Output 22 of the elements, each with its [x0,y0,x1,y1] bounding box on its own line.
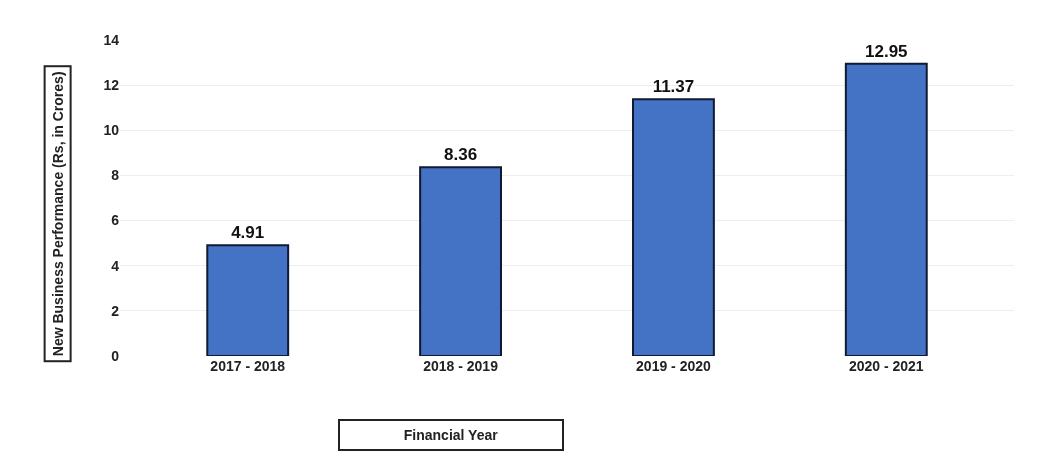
data-label: 8.36 [444,145,478,165]
y-tick-label: 12 [103,77,120,94]
y-tick-label: 14 [103,31,120,48]
data-label: 11.37 [652,77,695,97]
bar [631,98,715,356]
data-label: 12.95 [865,41,908,61]
y-tick-label: 2 [111,302,120,319]
data-label: 4.91 [231,223,265,243]
bar [206,244,290,356]
y-axis-title: New Business Performance (Rs, in Crores) [49,71,66,357]
x-tick-label: 2019 - 2020 [636,358,712,374]
y-tick-label: 6 [111,212,120,229]
bar [844,62,928,356]
y-tick-label: 10 [103,122,120,139]
y-tick-label: 4 [111,257,120,274]
y-tick-label: 0 [111,347,120,364]
x-axis-title: Financial Year [403,427,499,443]
x-tick-label: 2020 - 2021 [848,358,924,374]
y-tick-label: 8 [111,167,120,184]
x-tick-label: 2017 - 2018 [210,358,286,374]
bar [419,166,503,356]
x-tick-label: 2018 - 2019 [423,358,499,374]
